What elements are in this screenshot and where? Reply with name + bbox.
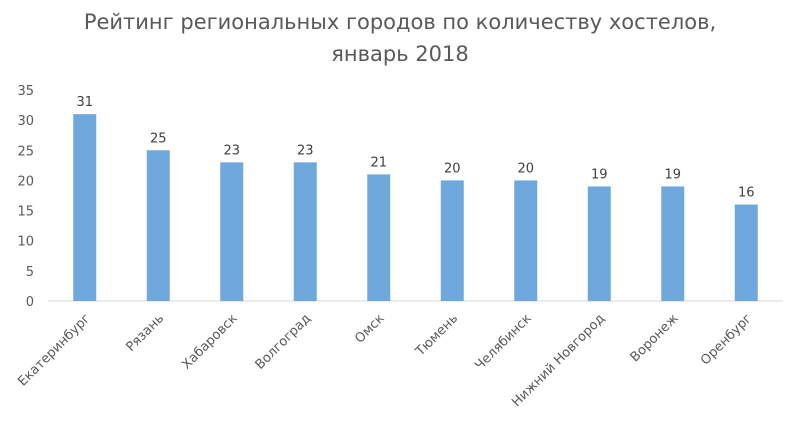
data-label: 19 (591, 167, 608, 182)
data-label: 25 (150, 131, 167, 146)
x-tick-label: Волгоград (253, 311, 315, 373)
x-tick-label: Рязань (123, 311, 167, 355)
bar (146, 150, 170, 301)
bar (220, 162, 244, 301)
data-label: 23 (297, 143, 314, 158)
data-label: 31 (76, 95, 93, 110)
bar (514, 180, 538, 301)
data-label: 20 (444, 161, 461, 176)
y-tick-label: 30 (17, 114, 34, 129)
data-label: 20 (517, 161, 534, 176)
x-tick-label: Челябинск (472, 311, 534, 373)
bar (440, 180, 464, 301)
x-tick-label: Екатеринбург (15, 311, 93, 389)
data-label: 23 (223, 143, 240, 158)
x-tick-label: Хабаровск (179, 311, 240, 372)
chart-title-line-1: Рейтинг региональных городов по количест… (83, 10, 717, 34)
y-tick-label: 20 (17, 174, 34, 189)
y-tick-label: 0 (26, 295, 34, 310)
bar (367, 174, 391, 301)
bar (661, 186, 685, 301)
y-tick-label: 25 (17, 144, 34, 159)
x-tick-label: Оренбург (698, 311, 755, 368)
y-tick-label: 35 (17, 84, 34, 99)
x-tick-label: Тюмень (412, 311, 461, 360)
bar (587, 186, 611, 301)
data-label: 16 (738, 186, 755, 201)
chart-title-line-2: январь 2018 (331, 42, 469, 66)
data-label: 19 (664, 167, 681, 182)
y-tick-label: 5 (26, 265, 34, 280)
bar (734, 204, 758, 301)
y-tick-label: 15 (17, 205, 34, 220)
bar (293, 162, 317, 301)
bar (73, 114, 97, 301)
x-tick-label: Воронеж (628, 311, 682, 365)
data-label: 21 (370, 155, 387, 170)
x-tick-label: Омск (352, 311, 387, 346)
y-tick-label: 10 (17, 235, 34, 250)
